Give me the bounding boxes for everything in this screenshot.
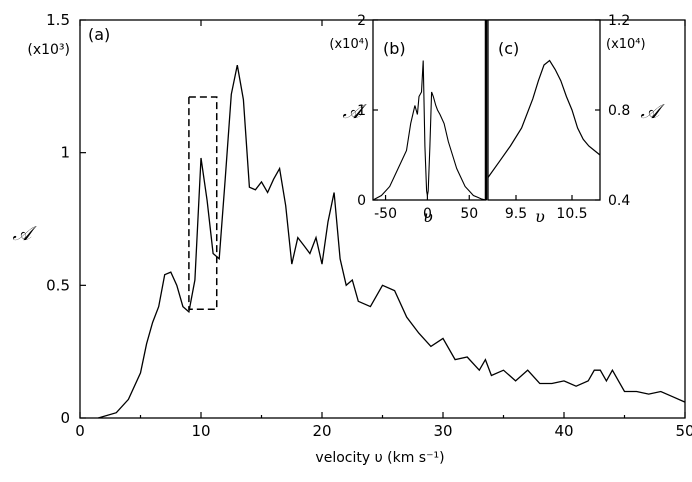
panel-b-ytick-label: 2 [357,13,366,29]
panel-b-xtick-label: -50 [374,206,397,222]
panel-c-xtick-label: 9.5 [505,206,527,222]
panel-a-highlight-box [188,96,218,310]
panel-a-ytick-label: 1 [60,144,70,162]
panel-a-xtick-label: 10 [191,422,210,440]
panel-a-yscale: (x10³) [27,42,70,58]
panel-c-ylabel: 𝒜 [641,99,666,123]
panel-a-series-line [98,64,686,419]
panel-b-yscale: (x10⁴) [329,37,369,52]
panel-a-ylabel: 𝒜 [13,221,38,245]
panel-a-label: (a) [88,25,110,44]
panel-a-ytick-label: 0 [60,409,70,427]
panel-c-yscale: (x10⁴) [606,37,646,52]
panel-c-series-line [487,59,601,178]
panel-c-ytick-label: 1.2 [608,13,630,29]
panel-c-ytick-label: 0.4 [608,193,630,209]
panel-b-label: (b) [383,39,406,58]
panel-c-ytick-label: 0.8 [608,103,630,119]
panel-a-xtick-label: 40 [554,422,573,440]
panel-c-xlabel: υ [535,207,545,226]
panel-b-xtick-label: 0 [423,206,432,222]
panel-b-ytick-label: 0 [357,193,366,209]
panel-a-xlabel: velocity υ (km s⁻¹) [315,450,444,466]
panel-b-xtick-label: 50 [460,206,478,222]
panel-c-xtick-label: 10.5 [556,206,587,222]
panel-b-series-line [372,60,487,201]
panel-a-ytick-label: 0.5 [46,276,70,294]
panel-a-xtick-label: 0 [75,422,85,440]
panel-a-xtick-label: 30 [433,422,452,440]
panel-a-xtick-label: 50 [675,422,692,440]
panel-a-xtick-label: 20 [312,422,331,440]
panel-b-ytick-label: 1 [357,103,366,119]
panel-c-label: (c) [498,39,519,58]
panel-b-xlabel: υ [423,207,433,226]
panel-a-ytick-label: 1.5 [46,11,70,29]
